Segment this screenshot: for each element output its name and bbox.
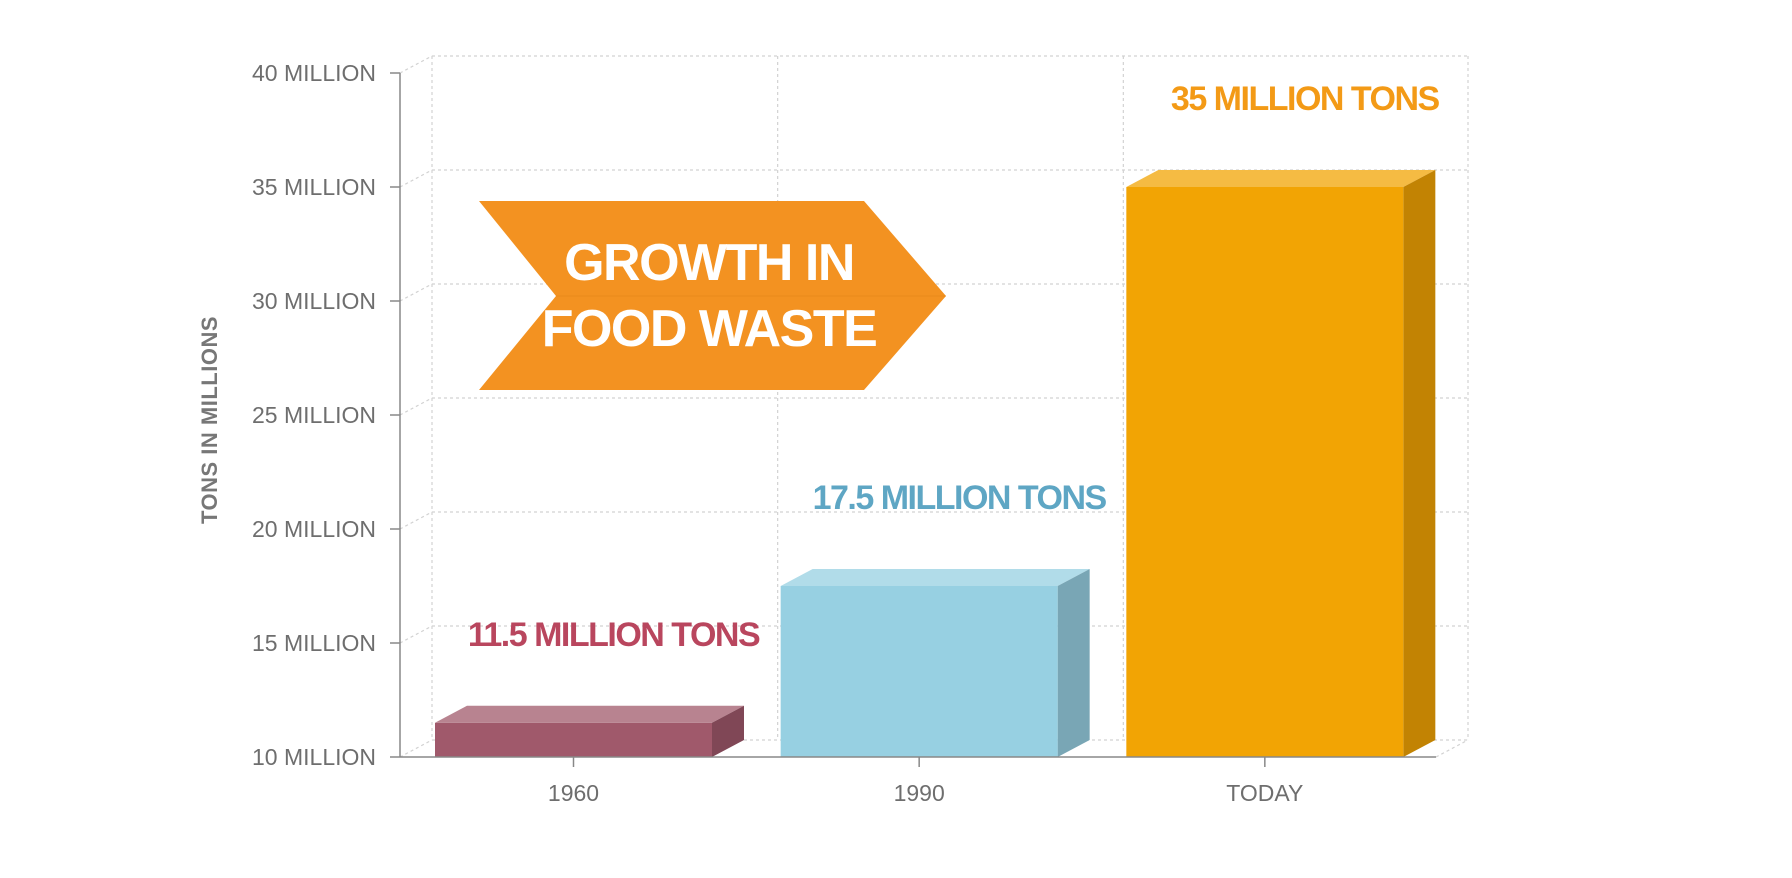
gridline-depth	[399, 169, 433, 188]
gridline-depth	[399, 397, 433, 416]
gridline-depth	[399, 625, 433, 644]
x-tick-label: 1960	[548, 780, 599, 806]
y-tick-label: 15 MILLION	[252, 630, 376, 656]
bar	[435, 705, 744, 757]
y-tick-label: 35 MILLION	[252, 174, 376, 200]
title-banner: GROWTH IN FOOD WASTE	[479, 201, 946, 390]
bar-front	[780, 586, 1058, 757]
bar-top	[1126, 170, 1436, 187]
gridline-depth	[399, 739, 433, 758]
y-tick-label: 20 MILLION	[252, 516, 376, 542]
bar-front	[1126, 187, 1404, 757]
y-axis-label: TONS IN MILLIONS	[197, 316, 222, 524]
gridline-floor	[1435, 739, 1469, 758]
y-ticks: 10 MILLION 15 MILLION 20 MILLION 25 MILLION…	[252, 60, 400, 770]
data-label: 35 MILLION TONS	[1171, 80, 1440, 118]
y-tick-label: 10 MILLION	[252, 744, 376, 770]
y-tick-label: 40 MILLION	[252, 60, 376, 86]
data-labels: 11.5 MILLION TONS 17.5 MILLION TONS 35 MIL…	[468, 80, 1441, 654]
bar-side	[1057, 569, 1090, 757]
bar-top	[780, 569, 1090, 586]
bar-top	[435, 705, 744, 723]
x-tick-label: TODAY	[1226, 780, 1303, 806]
x-ticks: 1960 1990 TODAY	[548, 757, 1303, 806]
bar-front	[435, 722, 712, 757]
bar-side	[1403, 170, 1436, 757]
data-label: 11.5 MILLION TONS	[468, 616, 760, 654]
bar	[1126, 170, 1436, 757]
banner-line-1: GROWTH IN	[564, 234, 854, 292]
bar-side	[712, 705, 744, 757]
gridline-depth	[399, 511, 433, 530]
banner-line-2: FOOD WASTE	[542, 300, 877, 358]
bars	[435, 170, 1436, 757]
y-tick-label: 30 MILLION	[252, 288, 376, 314]
gridline-depth	[399, 283, 433, 302]
x-tick-label: 1990	[894, 780, 945, 806]
gridline-depth	[399, 55, 433, 74]
y-tick-label: 25 MILLION	[252, 402, 376, 428]
bar	[780, 569, 1090, 757]
data-label: 17.5 MILLION TONS	[813, 479, 1107, 517]
